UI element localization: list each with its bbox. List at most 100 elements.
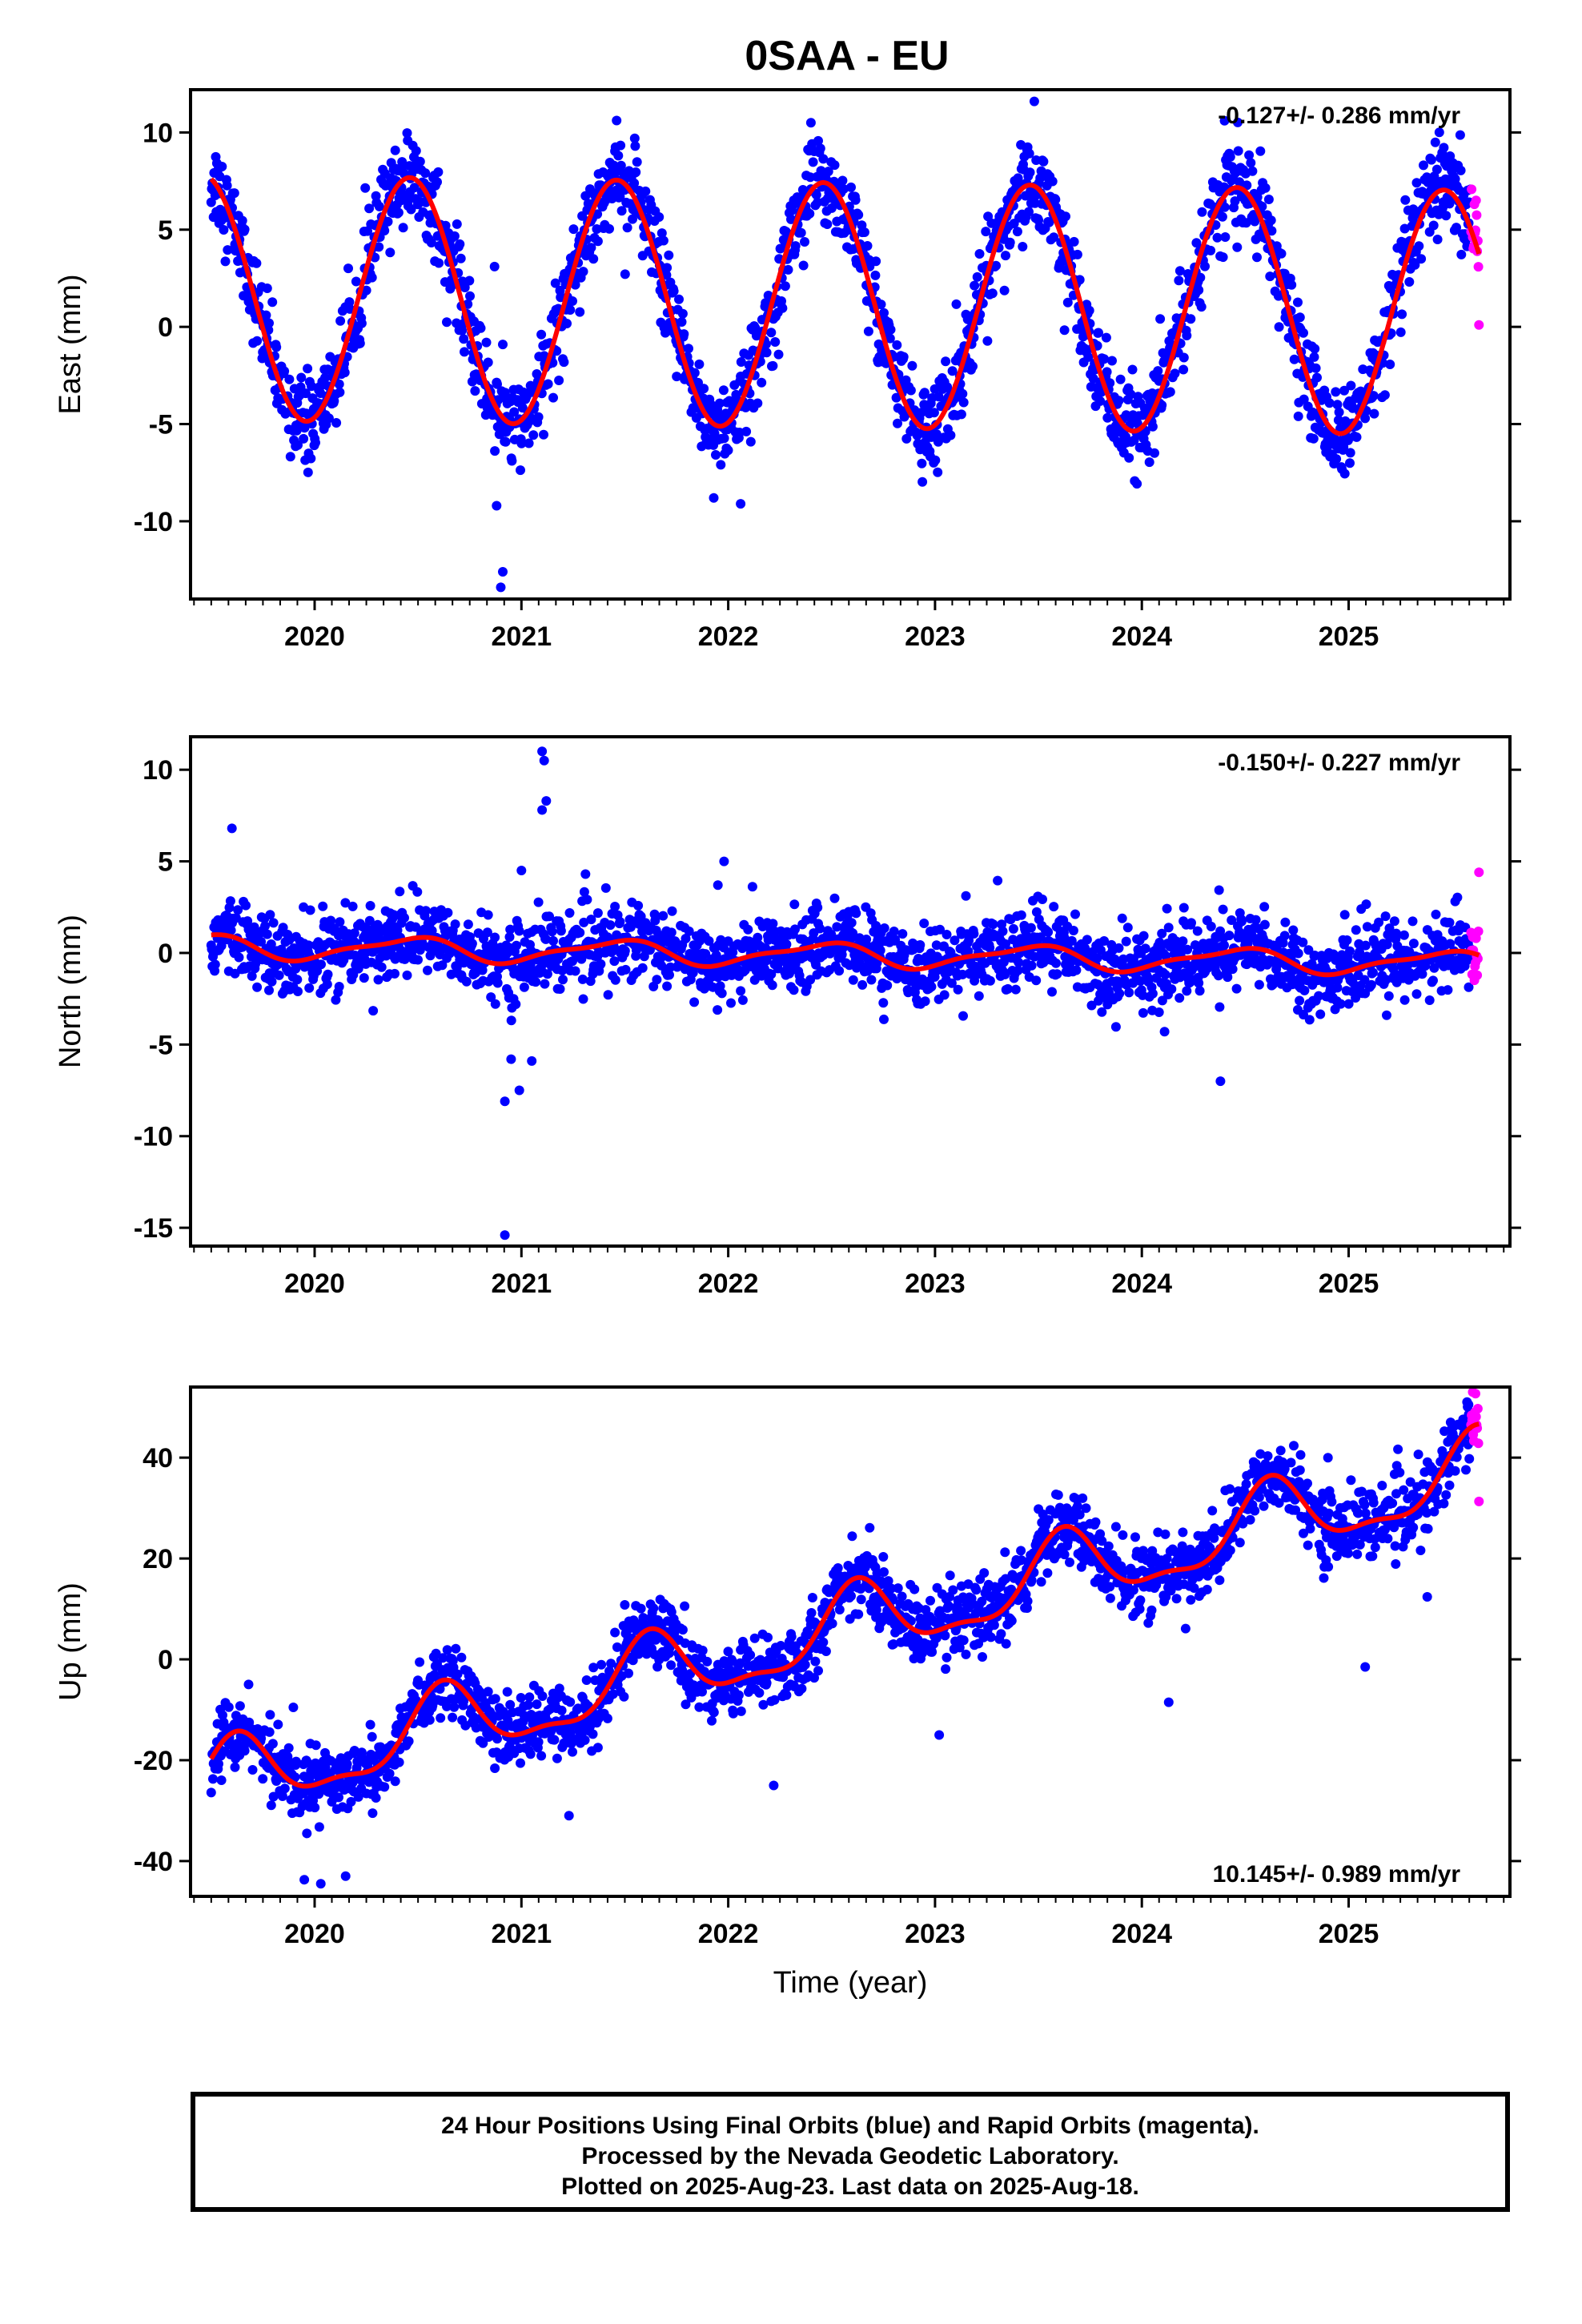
- final-orbit-point: [600, 883, 611, 893]
- outlier-point: [1474, 867, 1484, 878]
- final-orbit-point: [798, 260, 809, 271]
- final-orbit-point: [1339, 385, 1349, 396]
- final-orbit-point: [1186, 918, 1196, 928]
- final-orbit-point: [411, 146, 421, 156]
- final-orbit-point: [1274, 322, 1284, 332]
- final-orbit-point: [1230, 196, 1240, 207]
- final-orbit-point: [1332, 400, 1343, 410]
- final-orbit-point: [390, 968, 400, 979]
- rapid-orbit-point: [1472, 970, 1483, 980]
- final-orbit-point: [304, 983, 315, 993]
- final-orbit-point: [1084, 305, 1094, 316]
- final-orbit-point: [291, 963, 301, 974]
- final-orbit-point: [1288, 925, 1299, 935]
- final-orbit-point: [575, 927, 585, 938]
- north-frame: [189, 735, 1512, 1248]
- final-orbit-point: [1214, 885, 1224, 895]
- final-orbit-point: [500, 388, 510, 398]
- x-tick-label: 2020: [284, 1269, 345, 1299]
- final-orbit-point: [915, 940, 926, 950]
- final-orbit-point: [1121, 410, 1131, 420]
- final-orbit-point: [1062, 297, 1073, 308]
- final-orbit-point: [267, 976, 277, 987]
- final-orbit-point: [1182, 944, 1193, 955]
- final-orbit-point: [1194, 285, 1204, 296]
- final-orbit-point: [1382, 1010, 1391, 1020]
- final-orbit-point: [1049, 232, 1059, 243]
- final-orbit-point: [311, 1740, 321, 1751]
- final-orbit-point: [811, 190, 821, 200]
- final-orbit-point: [562, 319, 572, 328]
- page-title: 0SAA - EU: [745, 33, 950, 79]
- final-orbit-point: [1419, 160, 1428, 171]
- final-orbit-point: [637, 963, 648, 973]
- final-orbit-point: [397, 161, 408, 171]
- final-orbit-point: [483, 1687, 493, 1697]
- final-orbit-point: [1005, 237, 1015, 247]
- final-orbit-point: [331, 418, 342, 428]
- final-orbit-point: [1038, 156, 1049, 167]
- final-orbit-point: [1178, 352, 1189, 363]
- final-orbit-point: [610, 975, 620, 985]
- final-orbit-point: [334, 379, 344, 389]
- final-orbit-point: [355, 338, 365, 348]
- final-orbit-point: [1094, 328, 1103, 338]
- final-orbit-point: [688, 967, 698, 978]
- final-orbit-point: [1144, 457, 1154, 468]
- final-orbit-point: [1293, 948, 1303, 959]
- final-orbit-point: [871, 256, 881, 267]
- final-orbit-point: [415, 1657, 425, 1667]
- final-orbit-point: [780, 281, 790, 292]
- x-tick-label: 2022: [698, 621, 759, 652]
- final-orbit-point: [991, 260, 1001, 271]
- final-orbit-point: [1192, 926, 1203, 936]
- final-orbit-point: [230, 968, 240, 979]
- final-orbit-point: [528, 430, 539, 440]
- final-orbit-point: [504, 932, 515, 942]
- final-orbit-point: [1126, 389, 1136, 400]
- final-orbit-point: [548, 392, 558, 403]
- final-orbit-point: [1389, 916, 1399, 927]
- final-orbit-point: [568, 1747, 577, 1757]
- final-orbit-point: [1362, 922, 1372, 932]
- final-orbit-point: [664, 250, 674, 260]
- final-orbit-point: [424, 1715, 435, 1725]
- final-orbit-point: [533, 897, 544, 907]
- final-orbit-point: [512, 940, 521, 951]
- final-orbit-point: [383, 216, 393, 227]
- final-orbit-point: [662, 981, 673, 991]
- final-orbit-point: [1035, 173, 1046, 183]
- final-orbit-point: [303, 940, 314, 951]
- north-fit-line: [211, 932, 1480, 978]
- final-orbit-point: [426, 238, 436, 247]
- final-orbit-point: [1008, 923, 1018, 934]
- final-orbit-point: [394, 1757, 404, 1767]
- final-orbit-point: [411, 922, 421, 932]
- final-orbit-point: [813, 903, 823, 913]
- x-tick-label: 2025: [1319, 1269, 1379, 1299]
- x-tick-label: 2022: [698, 1269, 759, 1299]
- final-orbit-point: [736, 986, 746, 996]
- final-orbit-point: [1012, 227, 1022, 237]
- final-orbit-point: [1360, 413, 1371, 424]
- final-orbit-point: [222, 180, 232, 191]
- final-orbit-point: [390, 145, 400, 155]
- final-orbit-point: [1200, 261, 1210, 271]
- final-orbit-point: [1155, 314, 1166, 324]
- final-orbit-point: [443, 907, 453, 918]
- final-orbit-point: [467, 939, 477, 949]
- final-orbit-point: [616, 160, 626, 171]
- final-orbit-point: [1391, 928, 1401, 939]
- final-orbit-point: [360, 183, 371, 193]
- final-orbit-point: [1314, 991, 1324, 1001]
- final-orbit-point: [658, 911, 669, 921]
- final-orbit-point: [550, 278, 560, 288]
- final-orbit-point: [568, 224, 579, 235]
- final-orbit-point: [306, 453, 316, 464]
- final-orbit-point: [1346, 380, 1356, 391]
- final-orbit-point: [808, 157, 818, 167]
- final-orbit-point: [1059, 325, 1070, 336]
- final-orbit-point: [271, 1776, 282, 1786]
- final-orbit-point: [853, 210, 864, 220]
